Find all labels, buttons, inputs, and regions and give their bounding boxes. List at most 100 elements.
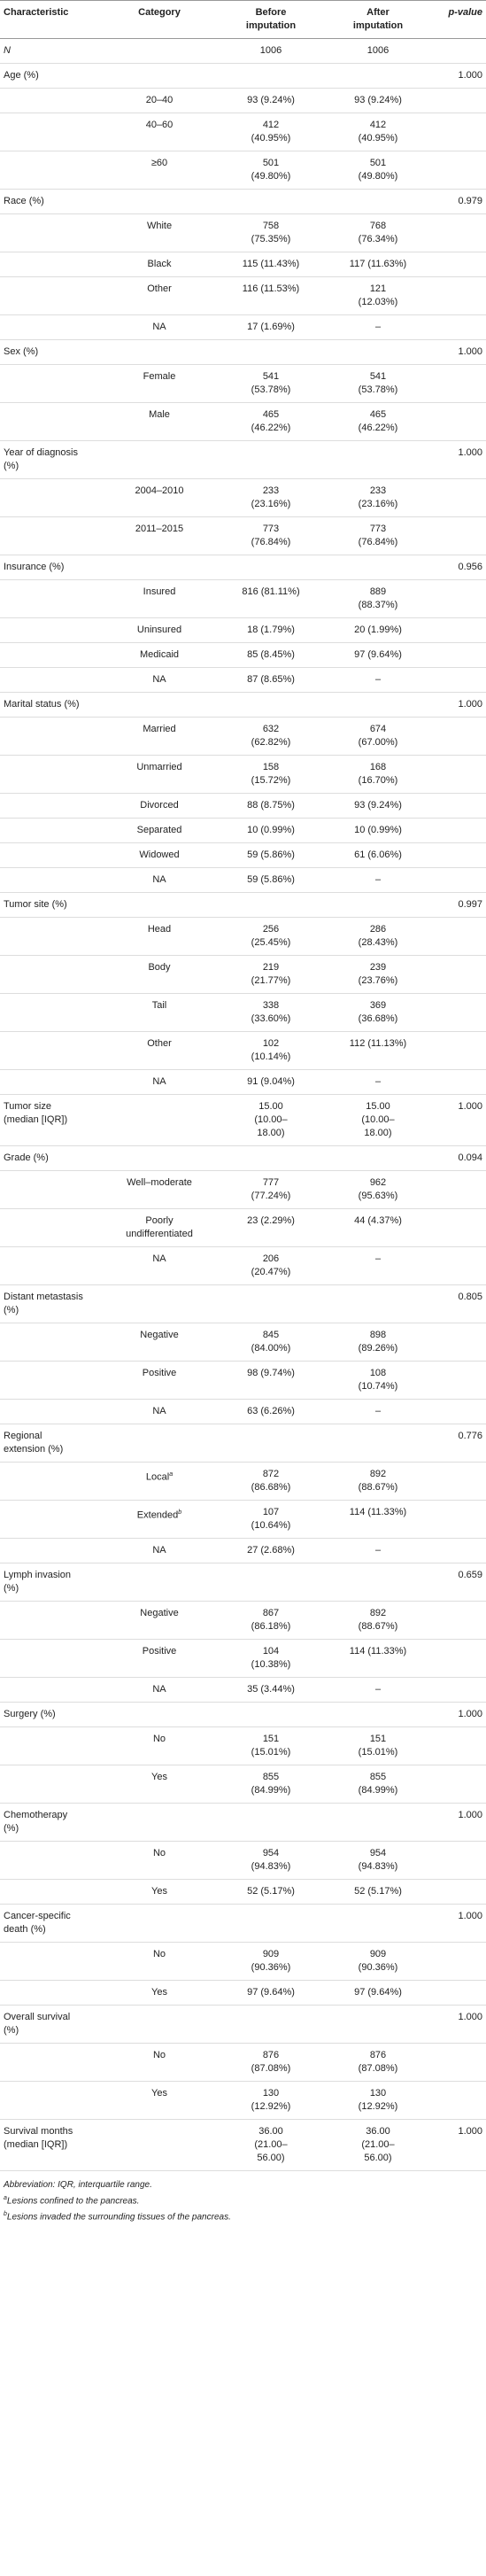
cell: 44 (4.37%) (322, 1208, 434, 1247)
cell: 541 (53.78%) (322, 364, 434, 403)
category: NA (152, 322, 166, 332)
value: 0.979 (458, 196, 482, 206)
cell (434, 151, 486, 190)
cell (220, 1702, 322, 1727)
header-cell: Before imputation (220, 0, 322, 39)
cell: 102 (10.14%) (220, 1031, 322, 1070)
cell (220, 1563, 322, 1602)
category-wrap: NA (152, 1405, 166, 1418)
value: – (374, 1253, 382, 1264)
value: 465 (46.22%) (251, 409, 291, 433)
category-wrap: Negative (140, 1329, 178, 1342)
cell: 816 (81.11%) (220, 579, 322, 618)
cell: 97 (9.64%) (322, 1980, 434, 2006)
category-row: Separated 10 (0.99%) 10 (0.99%) (0, 818, 486, 843)
category-row: NA 63 (6.26%) – (0, 1399, 486, 1424)
category-row: Other 102 (10.14%) 112 (11.13%) (0, 1031, 486, 1070)
category: NA (152, 874, 166, 885)
category-row: Yes 130 (12.92%) 130 (12.92%) (0, 2081, 486, 2120)
cell (0, 617, 99, 643)
category: Widowed (139, 850, 180, 860)
cell (434, 667, 486, 693)
value: 1.000 (458, 699, 482, 710)
cell: 121 (12.03%) (322, 276, 434, 315)
value: 93 (9.24%) (354, 95, 402, 105)
cell (434, 642, 486, 668)
cell: 35 (3.44%) (220, 1677, 322, 1703)
cell: 0.776 (434, 1424, 486, 1463)
cell: Other (99, 276, 220, 315)
cell: 501 (49.80%) (322, 151, 434, 190)
category: No (152, 2050, 166, 2060)
value: 112 (11.13%) (349, 1038, 407, 1049)
value: 18 (1.79%) (247, 625, 295, 635)
value: 239 (23.76%) (358, 962, 398, 986)
cell: 61 (6.06%) (322, 842, 434, 868)
cell (0, 2043, 99, 2082)
category-row: 20–40 93 (9.24%) 93 (9.24%) (0, 88, 486, 113)
value: 0.997 (458, 899, 482, 910)
category: Yes (151, 1886, 167, 1897)
cell (434, 113, 486, 151)
value: 87 (8.65%) (247, 674, 295, 685)
value: 845 (84.00%) (251, 1330, 291, 1354)
category-wrap: Married (143, 723, 175, 736)
cell (434, 1170, 486, 1209)
category-wrap: Separated (137, 824, 182, 837)
category-row: 2011–2015 773 (76.84%) 773 (76.84%) (0, 516, 486, 555)
cell (99, 1563, 220, 1602)
cell: 0.956 (434, 555, 486, 580)
category-row: No 151 (15.01%) 151 (15.01%) (0, 1726, 486, 1765)
cell: 93 (9.24%) (220, 88, 322, 113)
category: NA (152, 1545, 166, 1556)
category: Tail (151, 1000, 167, 1011)
group-row: Race (%) 0.979 (0, 189, 486, 214)
cell (99, 1702, 220, 1727)
value: 889 (88.37%) (358, 586, 398, 610)
cell (322, 1563, 434, 1602)
cell: 151 (15.01%) (220, 1726, 322, 1765)
value: 168 (16.70%) (358, 762, 398, 786)
cell: Insurance (%) (0, 555, 99, 580)
characteristic: Distant metastasis (%) (4, 1292, 83, 1315)
cell: 20–40 (99, 88, 220, 113)
cell: 1.000 (434, 339, 486, 365)
cell (220, 692, 322, 718)
cell: 0.997 (434, 892, 486, 918)
cell (99, 440, 220, 479)
cell: 338 (33.60%) (220, 993, 322, 1032)
category-row: 40–60 412 (40.95%) 412 (40.95%) (0, 113, 486, 151)
cell (0, 1601, 99, 1640)
cell (220, 2005, 322, 2044)
cell: – (322, 667, 434, 693)
cell (434, 755, 486, 794)
cell: 773 (76.84%) (322, 516, 434, 555)
cell: 954 (94.83%) (220, 1841, 322, 1880)
value: 1.000 (458, 2012, 482, 2022)
value: 115 (11.43%) (242, 259, 300, 269)
cell (0, 2081, 99, 2120)
characteristic: Regional extension (%) (4, 1431, 64, 1455)
category-wrap: Uninsured (137, 624, 181, 637)
value: 104 (10.38%) (251, 1646, 291, 1670)
category: Married (143, 724, 176, 734)
value: – (374, 1406, 382, 1416)
cell: Yes (99, 1980, 220, 2006)
cell (434, 1765, 486, 1804)
category: Divorced (140, 800, 179, 811)
cell: – (322, 1677, 434, 1703)
category-wrap: 2011–2015 (135, 523, 183, 536)
category-row: NA 27 (2.68%) – (0, 1538, 486, 1563)
value: 855 (84.99%) (358, 1772, 398, 1796)
category-row: NA 87 (8.65%) – (0, 667, 486, 693)
cell: 108 (10.74%) (322, 1361, 434, 1400)
value: 954 (94.83%) (358, 1848, 398, 1872)
cell: NA (99, 1069, 220, 1095)
category-row: NA 59 (5.86%) – (0, 867, 486, 893)
value: – (374, 874, 382, 885)
category-row: White 758 (75.35%) 768 (76.34%) (0, 213, 486, 252)
cell: Insured (99, 579, 220, 618)
cell: 114 (11.33%) (322, 1500, 434, 1539)
cell: 2004–2010 (99, 478, 220, 517)
category: Positive (142, 1646, 177, 1657)
